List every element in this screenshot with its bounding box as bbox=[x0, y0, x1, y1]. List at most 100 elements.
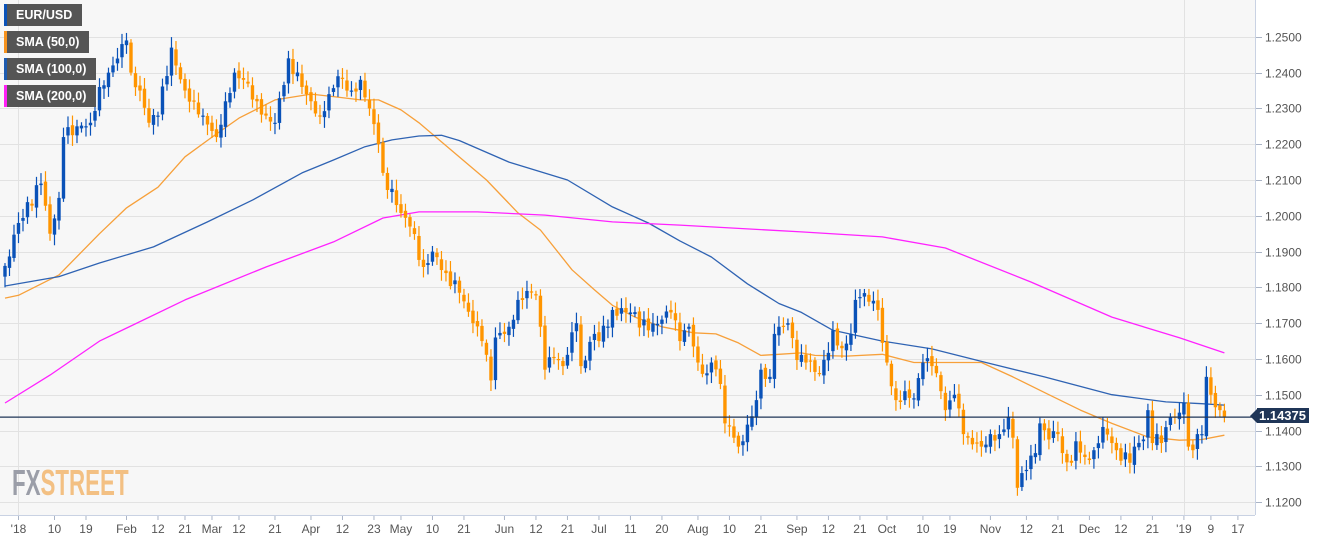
x-tick-label: 10 bbox=[48, 522, 62, 536]
candle bbox=[745, 415, 750, 452]
candle-body bbox=[993, 435, 997, 441]
candle-body bbox=[358, 79, 363, 91]
candle-body bbox=[898, 400, 903, 402]
candle-body bbox=[651, 323, 655, 332]
candle-body bbox=[894, 388, 898, 401]
candle-body bbox=[165, 76, 169, 85]
candle-body bbox=[799, 354, 804, 362]
legend-item-sma100[interactable]: SMA (100,0) bbox=[4, 58, 97, 80]
candle bbox=[228, 87, 232, 108]
x-tick-label: 12 bbox=[151, 522, 165, 536]
candle bbox=[84, 118, 88, 137]
candle-body bbox=[1015, 439, 1020, 488]
candle-body bbox=[1042, 423, 1047, 431]
candle bbox=[331, 84, 336, 97]
candle-body bbox=[453, 280, 457, 285]
candle bbox=[799, 344, 804, 367]
candle-body bbox=[876, 300, 880, 310]
sma100-line bbox=[4, 134, 1225, 406]
y-axis: 1.1200 1.1300 1.1400 1.1500 1.1600 1.1700 1.18… bbox=[1256, 31, 1302, 510]
candle-body bbox=[430, 251, 435, 262]
candle bbox=[421, 249, 426, 278]
candle bbox=[534, 290, 538, 301]
candle bbox=[412, 221, 417, 240]
candle bbox=[790, 317, 795, 349]
candle bbox=[682, 323, 687, 346]
candle bbox=[579, 316, 583, 374]
legend-item-sma50[interactable]: SMA (50,0) bbox=[4, 31, 90, 53]
candle bbox=[88, 112, 93, 136]
candle bbox=[250, 77, 255, 108]
candle-body bbox=[309, 92, 313, 102]
candle-body bbox=[1101, 426, 1105, 443]
candle-body bbox=[655, 323, 660, 326]
candle-body bbox=[444, 270, 448, 274]
gridlines bbox=[0, 0, 1255, 515]
candle bbox=[1078, 430, 1083, 464]
candle-body bbox=[921, 362, 925, 380]
candle bbox=[633, 306, 637, 318]
y-tick-label: 1.1300 bbox=[1265, 460, 1302, 474]
candle bbox=[183, 73, 187, 99]
candle bbox=[1047, 420, 1051, 450]
candle bbox=[1105, 417, 1110, 441]
candle bbox=[547, 346, 552, 373]
candle bbox=[493, 327, 498, 390]
candle bbox=[763, 363, 768, 387]
candle-body bbox=[295, 72, 300, 77]
candle-body bbox=[741, 441, 745, 446]
candle bbox=[304, 80, 309, 105]
x-tick-label: '19 bbox=[1176, 522, 1192, 536]
candle bbox=[237, 62, 241, 89]
candle-body bbox=[1168, 416, 1173, 425]
candle-body bbox=[300, 73, 304, 87]
candle-body bbox=[916, 378, 921, 401]
candle bbox=[1087, 451, 1092, 465]
candle-body bbox=[867, 294, 871, 302]
legend-item-eurusd[interactable]: EUR/USD bbox=[4, 4, 83, 26]
candle-body bbox=[120, 44, 124, 58]
candle-body bbox=[700, 364, 705, 374]
candle bbox=[1195, 428, 1200, 460]
candle-body bbox=[975, 442, 979, 444]
candle bbox=[12, 224, 16, 262]
candle-body bbox=[808, 360, 813, 362]
candle bbox=[453, 272, 457, 294]
candle bbox=[700, 353, 705, 378]
candle-body bbox=[705, 373, 709, 376]
x-tick-label: Aug bbox=[687, 522, 708, 536]
candle-body bbox=[777, 326, 781, 336]
candle bbox=[826, 342, 831, 372]
candle bbox=[709, 357, 714, 384]
candle bbox=[925, 347, 930, 372]
candle bbox=[1096, 435, 1101, 459]
candle bbox=[97, 78, 102, 117]
candle bbox=[561, 357, 565, 376]
candle-body bbox=[552, 356, 556, 359]
candle-body bbox=[1056, 432, 1060, 435]
candle-body bbox=[394, 190, 399, 206]
candle-body bbox=[88, 122, 93, 126]
sma200-line bbox=[4, 211, 1225, 404]
candle bbox=[21, 208, 25, 232]
candle-body bbox=[763, 367, 768, 379]
candle-body bbox=[124, 40, 129, 46]
x-tick-label: 12 bbox=[529, 522, 543, 536]
candle bbox=[372, 98, 376, 135]
y-tick-label: 1.2200 bbox=[1265, 138, 1302, 152]
candle-body bbox=[1002, 429, 1006, 433]
candle bbox=[1150, 400, 1155, 451]
candle bbox=[565, 346, 570, 369]
fxstreet-logo: FXSTREET bbox=[12, 462, 129, 504]
candle bbox=[309, 87, 313, 111]
candle-body bbox=[192, 100, 196, 102]
plot-background bbox=[0, 0, 1255, 515]
candle-body bbox=[997, 434, 1002, 440]
candle-body bbox=[381, 142, 385, 173]
x-tick-label: May bbox=[390, 522, 413, 536]
candle bbox=[516, 291, 520, 325]
candle bbox=[525, 280, 529, 309]
candle bbox=[930, 345, 934, 376]
legend-item-sma200[interactable]: SMA (200,0) bbox=[4, 85, 97, 107]
candle-body bbox=[3, 265, 7, 277]
